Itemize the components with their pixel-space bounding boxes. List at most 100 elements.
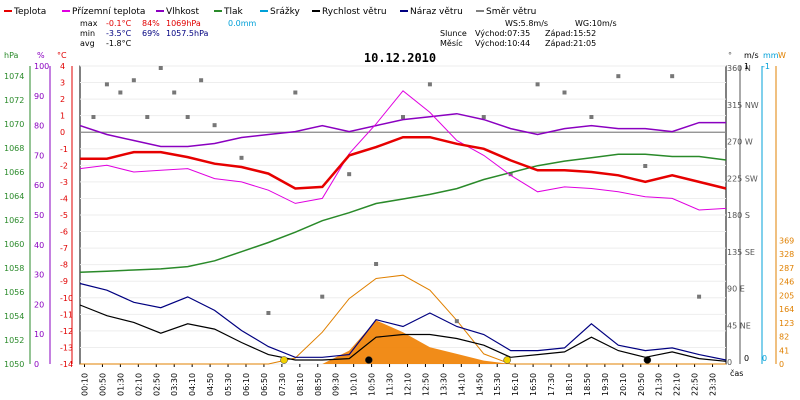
time-tick-label: 14:50 bbox=[475, 373, 484, 396]
stat-max-temp: -0.1°C bbox=[106, 19, 132, 28]
wind-dir-point bbox=[427, 82, 432, 87]
wind-dir-point bbox=[374, 262, 379, 266]
hpa-tick-label: 1068 bbox=[4, 144, 24, 153]
legend-label: Přízemní teplota bbox=[72, 7, 145, 17]
mm-unit-label: mm bbox=[763, 51, 779, 60]
time-tick-label: 19:30 bbox=[601, 373, 610, 396]
hum-tick-label: 30 bbox=[34, 271, 44, 280]
ws-tick-label: 1 bbox=[744, 62, 749, 71]
hpa-tick-label: 1058 bbox=[4, 264, 24, 273]
stat-min-label: min bbox=[80, 29, 95, 38]
hum-tick-label: 40 bbox=[34, 241, 44, 250]
time-tick-label: 16:50 bbox=[529, 373, 538, 396]
info-wg: WG:10m/s bbox=[575, 19, 617, 28]
time-tick-label: 03:30 bbox=[170, 373, 179, 396]
info-block: WS:5.8m/s WG:10m/s Slunce Východ:07:35 Z… bbox=[440, 19, 617, 48]
wind-dir-point bbox=[199, 78, 204, 83]
info-moon-set: Západ:21:05 bbox=[545, 39, 596, 48]
temp-tick-label: -12 bbox=[60, 327, 73, 336]
dir-tick-label: 225 SW bbox=[727, 174, 758, 183]
hum-tick-label: 100 bbox=[34, 62, 49, 71]
dir-tick-label: 360 N bbox=[727, 64, 751, 73]
gust-line bbox=[79, 282, 727, 361]
dir-tick-label: 180 S bbox=[727, 211, 750, 220]
temp-tick-label: -6 bbox=[60, 228, 68, 237]
wind-dir-point bbox=[589, 115, 594, 119]
legend-label: Vlhkost bbox=[166, 7, 199, 17]
legend-label: Teplota bbox=[13, 7, 46, 17]
time-tick-label: 08:10 bbox=[296, 373, 305, 396]
time-tick-label: 17:30 bbox=[547, 373, 556, 396]
temp-tick-label: -9 bbox=[60, 277, 68, 286]
wind-dir-point bbox=[347, 172, 352, 177]
stat-avg-temp: -1.8°C bbox=[106, 39, 132, 48]
wind-dir-point bbox=[616, 74, 621, 79]
legend-label: Tlak bbox=[223, 7, 244, 17]
wind-dir-point bbox=[697, 294, 702, 299]
wind-dir-point bbox=[481, 115, 486, 119]
time-tick-label: 08:50 bbox=[314, 373, 323, 396]
hpa-tick-label: 1072 bbox=[4, 96, 24, 105]
hum-tick-label: 70 bbox=[34, 151, 44, 160]
wind-dir-point bbox=[401, 115, 405, 119]
info-sun-rise: Východ:07:35 bbox=[475, 29, 530, 38]
wind-dir-point bbox=[91, 115, 96, 119]
plot-group bbox=[79, 66, 727, 365]
time-tick-label: 18:50 bbox=[583, 373, 592, 396]
sun-marker bbox=[280, 356, 288, 364]
wind-dir-point bbox=[131, 78, 136, 83]
wind-dir-point bbox=[172, 90, 177, 95]
dir-tick-label: 315 NW bbox=[727, 101, 759, 110]
solar-area bbox=[80, 320, 726, 364]
wind-dir-point bbox=[670, 74, 675, 79]
stat-max-press: 1069hPa bbox=[166, 19, 201, 28]
stat-max-label: max bbox=[80, 19, 98, 28]
info-ws: WS:5.8m/s bbox=[505, 19, 548, 28]
wind-dir-point bbox=[145, 115, 150, 119]
stat-avg-label: avg bbox=[80, 39, 95, 48]
legend-label: Náraz větru bbox=[410, 7, 463, 17]
hum-unit-label: % bbox=[37, 51, 45, 60]
time-tick-label: 20:10 bbox=[619, 373, 628, 396]
temperature-line bbox=[80, 135, 727, 190]
info-moon-rise: Východ:10:44 bbox=[475, 39, 530, 48]
time-tick-label: 12:50 bbox=[421, 373, 430, 396]
time-tick-label: 13:30 bbox=[439, 373, 448, 396]
time-tick-label: 22:50 bbox=[691, 373, 700, 396]
time-tick-label: 07:30 bbox=[278, 373, 287, 396]
time-tick-label: 04:50 bbox=[206, 373, 215, 396]
ws-unit-label: m/s bbox=[744, 51, 759, 60]
stat-min-press: 1057.5hPa bbox=[166, 29, 209, 38]
time-tick-label: 02:10 bbox=[134, 373, 143, 396]
temp-tick-label: -13 bbox=[60, 343, 73, 352]
wind-dir-point bbox=[185, 115, 190, 119]
hpa-tick-label: 1054 bbox=[4, 312, 24, 321]
mm-tick-label: -1 bbox=[762, 62, 770, 71]
legend-label: Rychlost větru bbox=[322, 7, 387, 17]
time-tick-label: 02:50 bbox=[152, 373, 161, 396]
time-tick-label: 18:10 bbox=[565, 373, 574, 396]
time-tick-label: 09:30 bbox=[332, 373, 341, 396]
mm-tick-label: 0 bbox=[762, 354, 767, 363]
temp-tick-label: -11 bbox=[60, 310, 73, 319]
dir-tick-label: 0 bbox=[727, 358, 732, 367]
w-tick-label: 0 bbox=[779, 360, 784, 369]
hpa-tick-label: 1074 bbox=[4, 72, 24, 81]
time-tick-label: 12:10 bbox=[403, 373, 412, 396]
wind-dir-point bbox=[266, 311, 271, 315]
time-tick-label: 20:50 bbox=[637, 373, 646, 396]
time-tick-label: 01:30 bbox=[116, 373, 125, 396]
time-tick-label: 23:30 bbox=[709, 373, 718, 396]
hum-tick-label: 60 bbox=[34, 181, 44, 190]
dir-unit-label: ° bbox=[728, 51, 732, 60]
wind-speed-line bbox=[79, 304, 727, 362]
w-tick-label: 123 bbox=[779, 319, 794, 328]
temp-tick-label: -3 bbox=[60, 178, 68, 187]
time-tick-label: 06:10 bbox=[242, 373, 251, 396]
temp-tick-label: 4 bbox=[60, 62, 65, 71]
sun-marker bbox=[503, 356, 511, 364]
wind-dir-point bbox=[118, 90, 123, 95]
stats-block: max -0.1°C 84% 1069hPa 0.0mm min -3.5°C … bbox=[80, 19, 257, 48]
hpa-tick-label: 1050 bbox=[4, 360, 24, 369]
